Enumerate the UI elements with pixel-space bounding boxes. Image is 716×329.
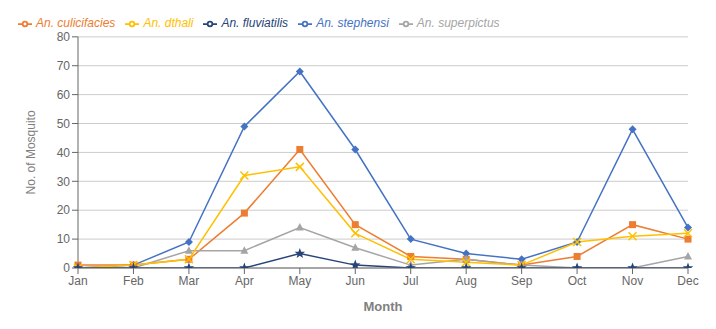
svg-text:30: 30 xyxy=(57,175,71,189)
svg-text:0: 0 xyxy=(63,261,70,275)
html-text:An. superpictus: An. superpictus xyxy=(416,16,500,30)
svg-text:Jan: Jan xyxy=(68,274,87,288)
svg-text:Jun: Jun xyxy=(346,274,365,288)
svg-text:Oct: Oct xyxy=(568,274,587,288)
svg-text:Jul: Jul xyxy=(403,274,418,288)
svg-text:Mar: Mar xyxy=(179,274,200,288)
svg-text:Apr: Apr xyxy=(235,274,254,288)
html-text:An. stephensi: An. stephensi xyxy=(316,16,389,30)
svg-text:70: 70 xyxy=(57,59,71,73)
svg-text:Aug: Aug xyxy=(456,274,477,288)
html-text:An. dthali: An. dthali xyxy=(143,16,194,30)
svg-text:10: 10 xyxy=(57,232,71,246)
svg-text:20: 20 xyxy=(57,203,71,217)
svg-text:Nov: Nov xyxy=(622,274,643,288)
svg-text:80: 80 xyxy=(57,30,71,44)
svg-text:Dec: Dec xyxy=(677,274,698,288)
svg-text:60: 60 xyxy=(57,88,71,102)
svg-text:50: 50 xyxy=(57,117,71,131)
svg-text:Feb: Feb xyxy=(123,274,144,288)
html-text:An. culicifacies: An. culicifacies xyxy=(36,16,116,30)
svg-text:May: May xyxy=(288,274,311,288)
svg-text:40: 40 xyxy=(57,146,71,160)
svg-text:No. of Mosquito: No. of Mosquito xyxy=(24,110,38,194)
svg-text:Month: Month xyxy=(364,299,403,314)
html-text:An. fluviatilis: An. fluviatilis xyxy=(221,16,289,30)
svg-text:Sep: Sep xyxy=(511,274,533,288)
